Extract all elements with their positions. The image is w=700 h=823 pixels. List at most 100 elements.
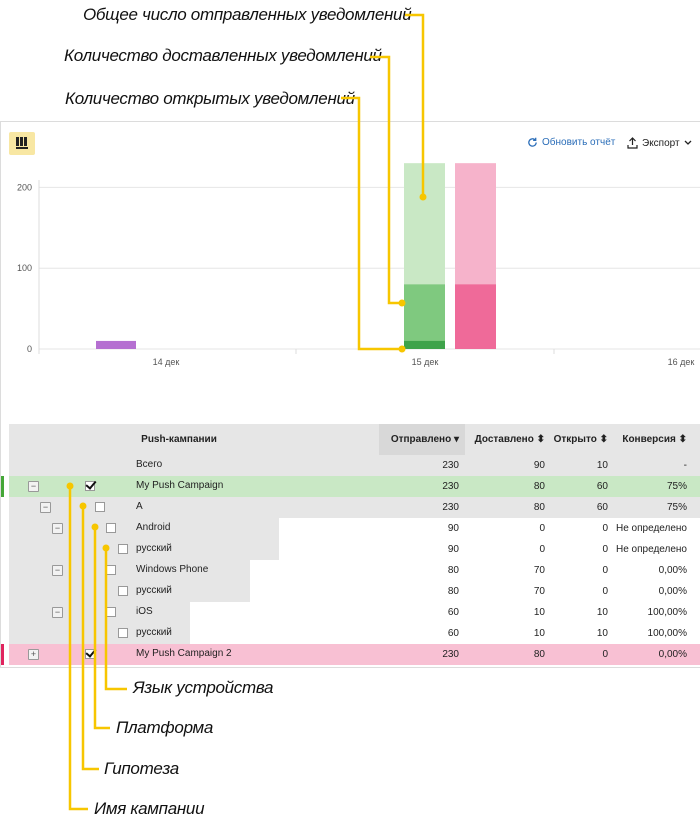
- row-name-cell: − A: [9, 497, 379, 518]
- cell-delivered: 10: [533, 628, 545, 639]
- row-name: A: [136, 501, 143, 512]
- header-conversion-label: Конверсия: [622, 434, 676, 445]
- table-header: Push-кампании Отправлено ▾ Доставлено ⬍ …: [9, 424, 700, 455]
- table-body: Всего 230 90 10 - − My Push Campaign 230 80 60 75%…: [1, 455, 700, 665]
- collapse-icon[interactable]: −: [52, 565, 63, 576]
- table-row[interactable]: − A 230 80 60 75%: [9, 497, 700, 518]
- table-row[interactable]: − iOS 60 10 10 100,00%: [9, 602, 700, 623]
- refresh-report-button[interactable]: Обновить отчёт: [527, 137, 615, 148]
- callout-total-sent: Общее число отправленных уведомлений: [83, 5, 412, 24]
- cell-delivered: 80: [533, 481, 545, 492]
- cell-sent: 80: [447, 586, 459, 597]
- bar-chart-icon: [16, 137, 28, 149]
- cell-delivered: 70: [533, 565, 545, 576]
- chart-mode-button[interactable]: [9, 132, 35, 155]
- row-color-marker: [1, 476, 4, 497]
- table-row[interactable]: + My Push Campaign 2 230 80 0 0,00%: [1, 644, 700, 665]
- cell-delivered: 90: [533, 460, 545, 471]
- row-name: русский: [136, 627, 172, 638]
- table-row[interactable]: русский 60 10 10 100,00%: [9, 623, 700, 644]
- collapse-icon[interactable]: −: [52, 523, 63, 534]
- bar-delivered: [404, 284, 445, 349]
- table-row[interactable]: − Windows Phone 80 70 0 0,00%: [9, 560, 700, 581]
- y-tick-label: 100: [17, 263, 32, 273]
- y-tick-label: 0: [27, 344, 32, 354]
- cell-opened: 0: [602, 586, 608, 597]
- cell-conversion: Не определено: [616, 523, 687, 534]
- cell-delivered: 80: [533, 649, 545, 660]
- table-row[interactable]: русский 80 70 0 0,00%: [9, 581, 700, 602]
- cell-delivered: 0: [539, 544, 545, 555]
- table-row[interactable]: Всего 230 90 10 -: [9, 455, 700, 476]
- row-checkbox[interactable]: [85, 481, 95, 491]
- cell-opened: 60: [596, 481, 608, 492]
- collapse-icon[interactable]: −: [28, 481, 39, 492]
- cell-sent: 60: [447, 628, 459, 639]
- table-row[interactable]: русский 90 0 0 Не определено: [9, 539, 700, 560]
- row-name-cell: русский: [9, 623, 379, 644]
- collapse-icon[interactable]: −: [52, 607, 63, 618]
- collapse-icon[interactable]: −: [40, 502, 51, 513]
- callout-campaign-name: Имя кампании: [94, 799, 205, 818]
- cell-conversion: Не определено: [616, 544, 687, 555]
- row-name: My Push Campaign: [136, 480, 224, 491]
- cell-opened: 10: [596, 628, 608, 639]
- cell-conversion: 75%: [666, 481, 687, 492]
- cell-opened: 10: [596, 460, 608, 471]
- row-checkbox[interactable]: [95, 502, 105, 512]
- header-delivered[interactable]: Доставлено ⬍: [465, 424, 551, 455]
- row-name-cell: Всего: [9, 455, 379, 476]
- sort-desc-icon: ▾: [453, 434, 459, 445]
- row-checkbox[interactable]: [118, 544, 128, 554]
- callout-device-language: Язык устройства: [133, 678, 274, 697]
- cell-opened: 0: [602, 649, 608, 660]
- row-checkbox[interactable]: [118, 586, 128, 596]
- header-campaigns[interactable]: Push-кампании: [9, 424, 379, 455]
- row-color-marker: [1, 644, 4, 665]
- campaigns-table: Push-кампании Отправлено ▾ Доставлено ⬍ …: [1, 424, 700, 665]
- callout-delivered: Количество доставленных уведомлений: [64, 46, 382, 65]
- row-checkbox[interactable]: [106, 523, 116, 533]
- row-name: Всего: [136, 459, 163, 470]
- table-row[interactable]: − My Push Campaign 230 80 60 75%: [1, 476, 700, 497]
- cell-sent: 230: [442, 460, 459, 471]
- header-delivered-label: Доставлено: [474, 434, 534, 445]
- header-sent-label: Отправлено: [390, 434, 452, 445]
- export-label: Экспорт: [642, 137, 680, 149]
- sort-icon: ⬍: [599, 434, 608, 445]
- report-panel: Обновить отчёт Экспорт 0 100 200 14 дек 15 д…: [0, 121, 700, 668]
- header-conversion[interactable]: Конверсия ⬍: [614, 424, 693, 455]
- row-name-cell: русский: [9, 581, 379, 602]
- x-tick-label: 16 дек: [668, 357, 695, 367]
- cell-sent: 60: [447, 607, 459, 618]
- cell-sent: 90: [447, 544, 459, 555]
- x-tick-label: 14 дек: [153, 357, 180, 367]
- export-button[interactable]: Экспорт: [627, 137, 692, 149]
- cell-opened: 0: [602, 544, 608, 555]
- row-checkbox[interactable]: [106, 607, 116, 617]
- bar-opened: [404, 340, 445, 349]
- bar-sent: [96, 340, 136, 349]
- cell-sent: 230: [442, 649, 459, 660]
- cell-conversion: 0,00%: [658, 586, 687, 597]
- row-name-cell: − iOS: [9, 602, 379, 623]
- header-campaigns-label: Push-кампании: [141, 434, 217, 445]
- cell-delivered: 70: [533, 586, 545, 597]
- row-name-cell: − My Push Campaign: [1, 476, 379, 497]
- row-name-cell: русский: [9, 539, 379, 560]
- table-row[interactable]: − Android 90 0 0 Не определено: [9, 518, 700, 539]
- expand-icon[interactable]: +: [28, 649, 39, 660]
- x-tick-label: 15 дек: [412, 357, 439, 367]
- callout-hypothesis: Гипотеза: [104, 759, 179, 778]
- cell-conversion: 100,00%: [647, 628, 687, 639]
- header-sent[interactable]: Отправлено ▾: [379, 424, 465, 455]
- cell-conversion: 100,00%: [647, 607, 687, 618]
- row-checkbox[interactable]: [85, 649, 95, 659]
- row-checkbox[interactable]: [106, 565, 116, 575]
- callout-platform: Платформа: [116, 718, 214, 737]
- cell-delivered: 0: [539, 523, 545, 534]
- cell-delivered: 10: [533, 607, 545, 618]
- row-checkbox[interactable]: [118, 628, 128, 638]
- header-opened[interactable]: Открыто ⬍: [551, 424, 614, 455]
- callout-opened: Количество открытых уведомлений: [65, 89, 355, 108]
